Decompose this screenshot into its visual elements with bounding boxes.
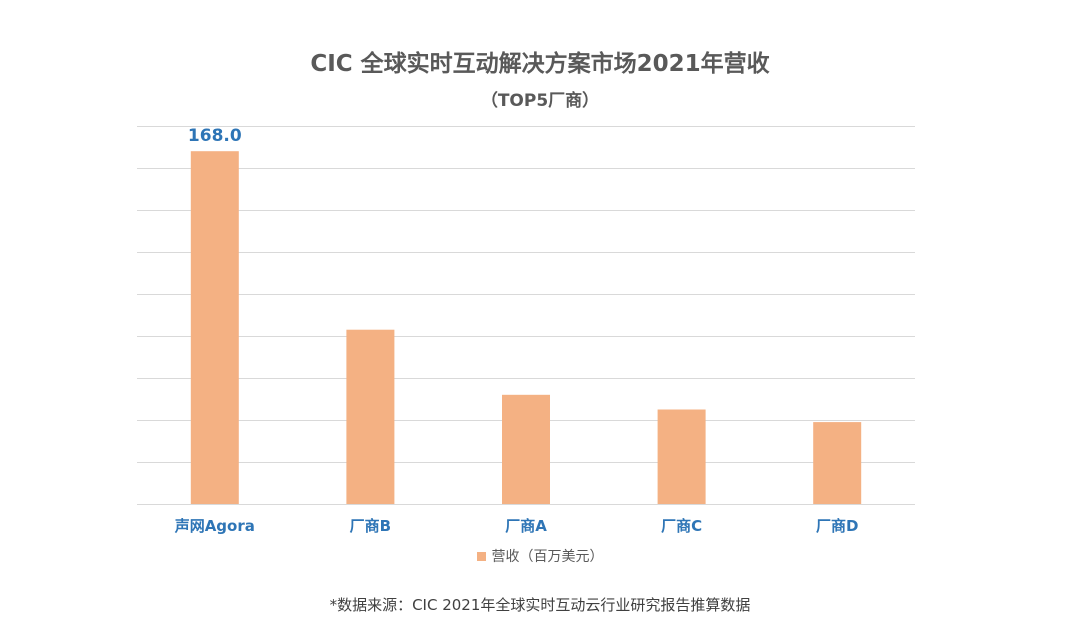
bar-4 (813, 422, 862, 504)
legend-swatch (476, 551, 486, 561)
legend: 营收（百万美元） (0, 546, 1080, 566)
category-labels: 声网Agora 厂商B 厂商A 厂商C 厂商D (174, 517, 859, 535)
category-label-3: 厂商C (661, 517, 702, 535)
chart-subtitle: （TOP5厂商） (480, 91, 600, 111)
bar-1 (346, 329, 395, 504)
gridlines (137, 126, 915, 505)
bar-3 (657, 409, 706, 504)
data-label-0: 168.0 (188, 126, 242, 146)
data-labels: 168.0 (188, 126, 242, 146)
category-label-1: 厂商B (350, 517, 391, 535)
bar-2 (502, 394, 550, 504)
legend-label: 营收（百万美元） (491, 549, 604, 565)
bars (190, 151, 862, 504)
category-label-2: 厂商A (505, 517, 547, 535)
category-label-4: 厂商D (816, 517, 858, 535)
category-label-0: 声网Agora (174, 517, 255, 535)
source-note: *数据来源：CIC 2021年全球实时互动云行业研究报告推算数据 (329, 596, 751, 614)
chart-title: CIC 全球实时互动解决方案市场2021年营收 (310, 51, 770, 77)
bar-0 (190, 151, 239, 504)
